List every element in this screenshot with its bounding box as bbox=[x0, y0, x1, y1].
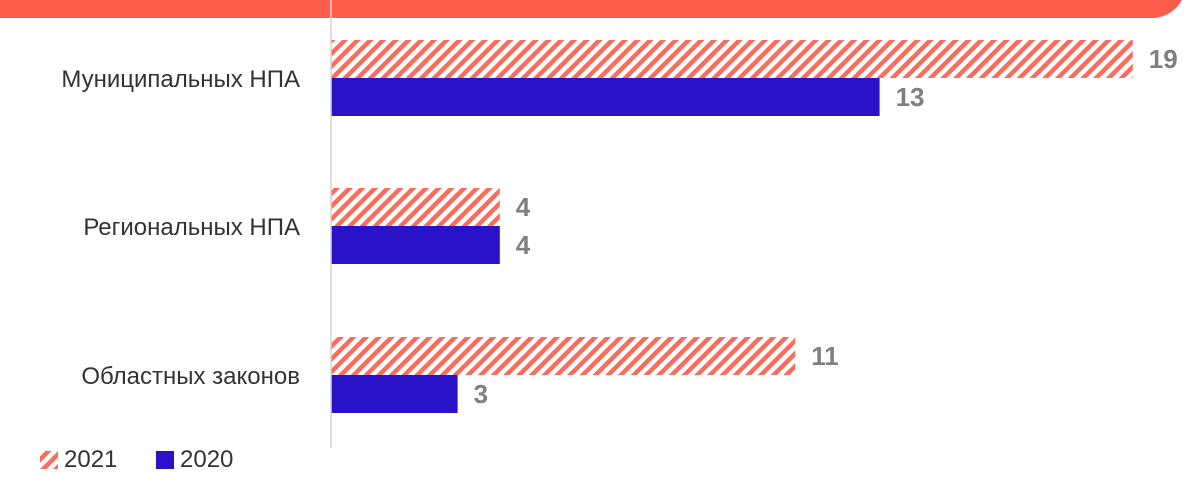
data-label-2020: 4 bbox=[516, 230, 531, 260]
legend-label-2021: 2021 bbox=[64, 446, 117, 473]
bar-2020 bbox=[331, 226, 500, 264]
legend-swatch-2020 bbox=[156, 451, 174, 469]
data-label-2020: 13 bbox=[896, 82, 925, 112]
legend-label-2020: 2020 bbox=[180, 446, 233, 473]
data-label-2021: 4 bbox=[516, 192, 531, 222]
bar-2020 bbox=[331, 375, 458, 413]
bar-2021 bbox=[331, 188, 500, 226]
category-label: Региональных НПА bbox=[83, 214, 300, 241]
bar-2020 bbox=[331, 78, 880, 116]
category-label: Областных законов bbox=[81, 363, 300, 390]
data-label-2021: 19 bbox=[1149, 44, 1178, 74]
data-label-2020: 3 bbox=[474, 379, 488, 409]
header-band bbox=[0, 0, 1186, 18]
bar-2021 bbox=[331, 337, 796, 375]
legend-swatch-2021 bbox=[40, 451, 58, 469]
bar-2021 bbox=[331, 40, 1133, 78]
category-label: Муниципальных НПА bbox=[61, 66, 300, 93]
data-label-2021: 11 bbox=[811, 341, 839, 371]
